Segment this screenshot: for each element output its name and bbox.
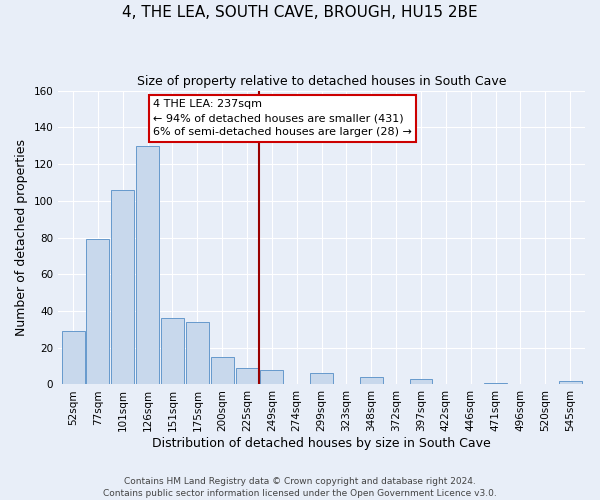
Bar (211, 357, 233, 384)
Bar (559, 381, 581, 384)
Text: Contains HM Land Registry data © Crown copyright and database right 2024.
Contai: Contains HM Land Registry data © Crown c… (103, 476, 497, 498)
Bar (136, 146, 159, 384)
Bar (186, 322, 209, 384)
X-axis label: Distribution of detached houses by size in South Cave: Distribution of detached houses by size … (152, 437, 491, 450)
Bar (112, 190, 134, 384)
Text: 4, THE LEA, SOUTH CAVE, BROUGH, HU15 2BE: 4, THE LEA, SOUTH CAVE, BROUGH, HU15 2BE (122, 5, 478, 20)
Y-axis label: Number of detached properties: Number of detached properties (15, 139, 28, 336)
Bar (360, 377, 383, 384)
Title: Size of property relative to detached houses in South Cave: Size of property relative to detached ho… (137, 75, 506, 88)
Bar (410, 379, 433, 384)
Bar (236, 368, 259, 384)
Bar (161, 318, 184, 384)
Bar (86, 240, 109, 384)
Bar (260, 370, 283, 384)
Bar (62, 331, 85, 384)
Text: 4 THE LEA: 237sqm
← 94% of detached houses are smaller (431)
6% of semi-detached: 4 THE LEA: 237sqm ← 94% of detached hous… (153, 100, 412, 138)
Bar (484, 382, 507, 384)
Bar (310, 374, 333, 384)
